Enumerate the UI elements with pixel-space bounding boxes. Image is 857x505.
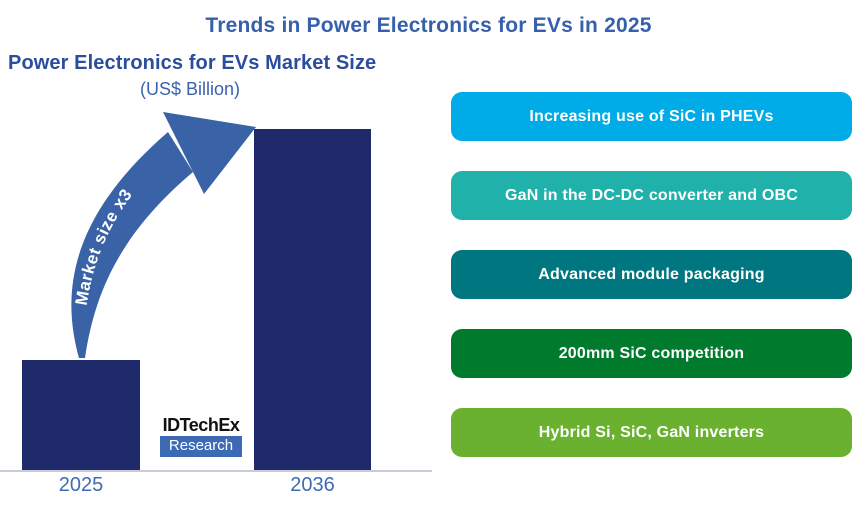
trend-pill: Increasing use of SiC in PHEVs bbox=[451, 92, 852, 141]
trend-list: Increasing use of SiC in PHEVs GaN in th… bbox=[451, 0, 852, 505]
trend-pill-label: Hybrid Si, SiC, GaN inverters bbox=[538, 423, 765, 441]
growth-arrow-head bbox=[163, 112, 256, 194]
bar-2036 bbox=[254, 129, 371, 470]
bar-2025 bbox=[22, 360, 140, 470]
page-title: Trends in Power Electronics for EVs in 2… bbox=[205, 14, 652, 37]
trend-pill: 200mm SiC competition bbox=[451, 329, 852, 378]
market-size-chart: Power Electronics for EVs Market Size (U… bbox=[0, 52, 432, 496]
growth-arrow-band bbox=[71, 132, 193, 358]
trend-pill-label: Advanced module packaging bbox=[538, 265, 765, 283]
idtechex-logo-division: Research bbox=[159, 436, 243, 457]
x-tick-2036: 2036 bbox=[290, 474, 335, 496]
x-tick-2025: 2025 bbox=[58, 474, 104, 496]
trend-pill-label: GaN in the DC-DC converter and OBC bbox=[504, 186, 799, 204]
idtechex-logo: IDTechEx Research bbox=[154, 408, 248, 464]
trend-pill: Advanced module packaging bbox=[451, 250, 852, 299]
trend-pill: GaN in the DC-DC converter and OBC bbox=[451, 171, 852, 220]
chart-title: Power Electronics for EVs Market Size bbox=[8, 52, 377, 74]
idtechex-logo-name: IDTechEx bbox=[162, 415, 240, 435]
growth-arrow: Market size x3 bbox=[71, 112, 256, 358]
trend-pill: Hybrid Si, SiC, GaN inverters bbox=[451, 408, 852, 457]
x-axis-line bbox=[0, 470, 432, 472]
trend-pill-label: Increasing use of SiC in PHEVs bbox=[529, 107, 774, 125]
chart-unit-label: (US$ Billion) bbox=[139, 79, 241, 99]
trend-pill-label: 200mm SiC competition bbox=[558, 344, 745, 362]
